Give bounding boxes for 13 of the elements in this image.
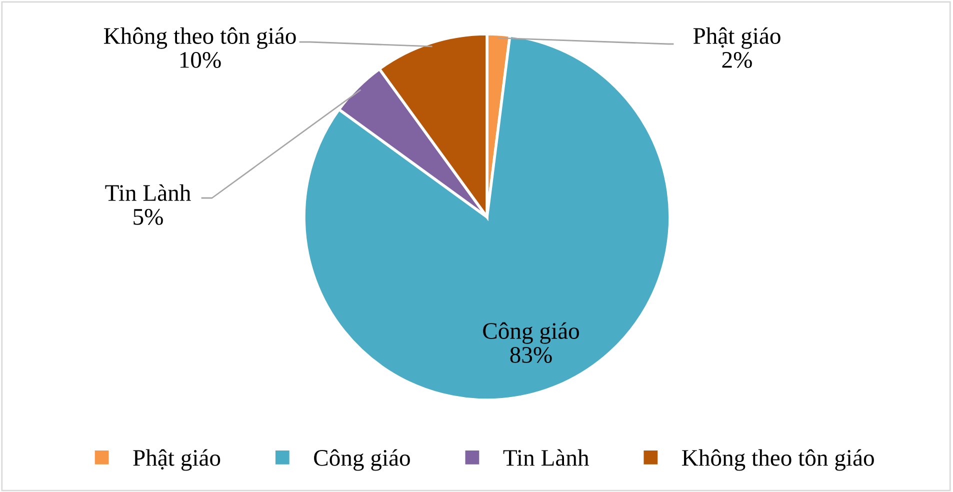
data-label: 83% xyxy=(510,346,552,363)
data-label: 2% xyxy=(722,52,752,68)
slice-label: Phật giáo xyxy=(693,27,780,49)
legend-label: Phật giáo xyxy=(133,449,220,471)
slice-label: Tin Lành xyxy=(105,184,191,201)
legend-label: Không theo tôn giáo xyxy=(682,449,874,471)
data-label: 10% xyxy=(180,52,221,68)
data-label: 5% xyxy=(134,208,163,225)
slice-label: Không theo tôn giáo xyxy=(104,27,296,49)
legend-label: Công giáo xyxy=(314,449,410,471)
legend-label: Tin Lành xyxy=(503,449,589,466)
pie-slice xyxy=(302,34,672,402)
slice-label: Công giáo xyxy=(483,322,579,344)
